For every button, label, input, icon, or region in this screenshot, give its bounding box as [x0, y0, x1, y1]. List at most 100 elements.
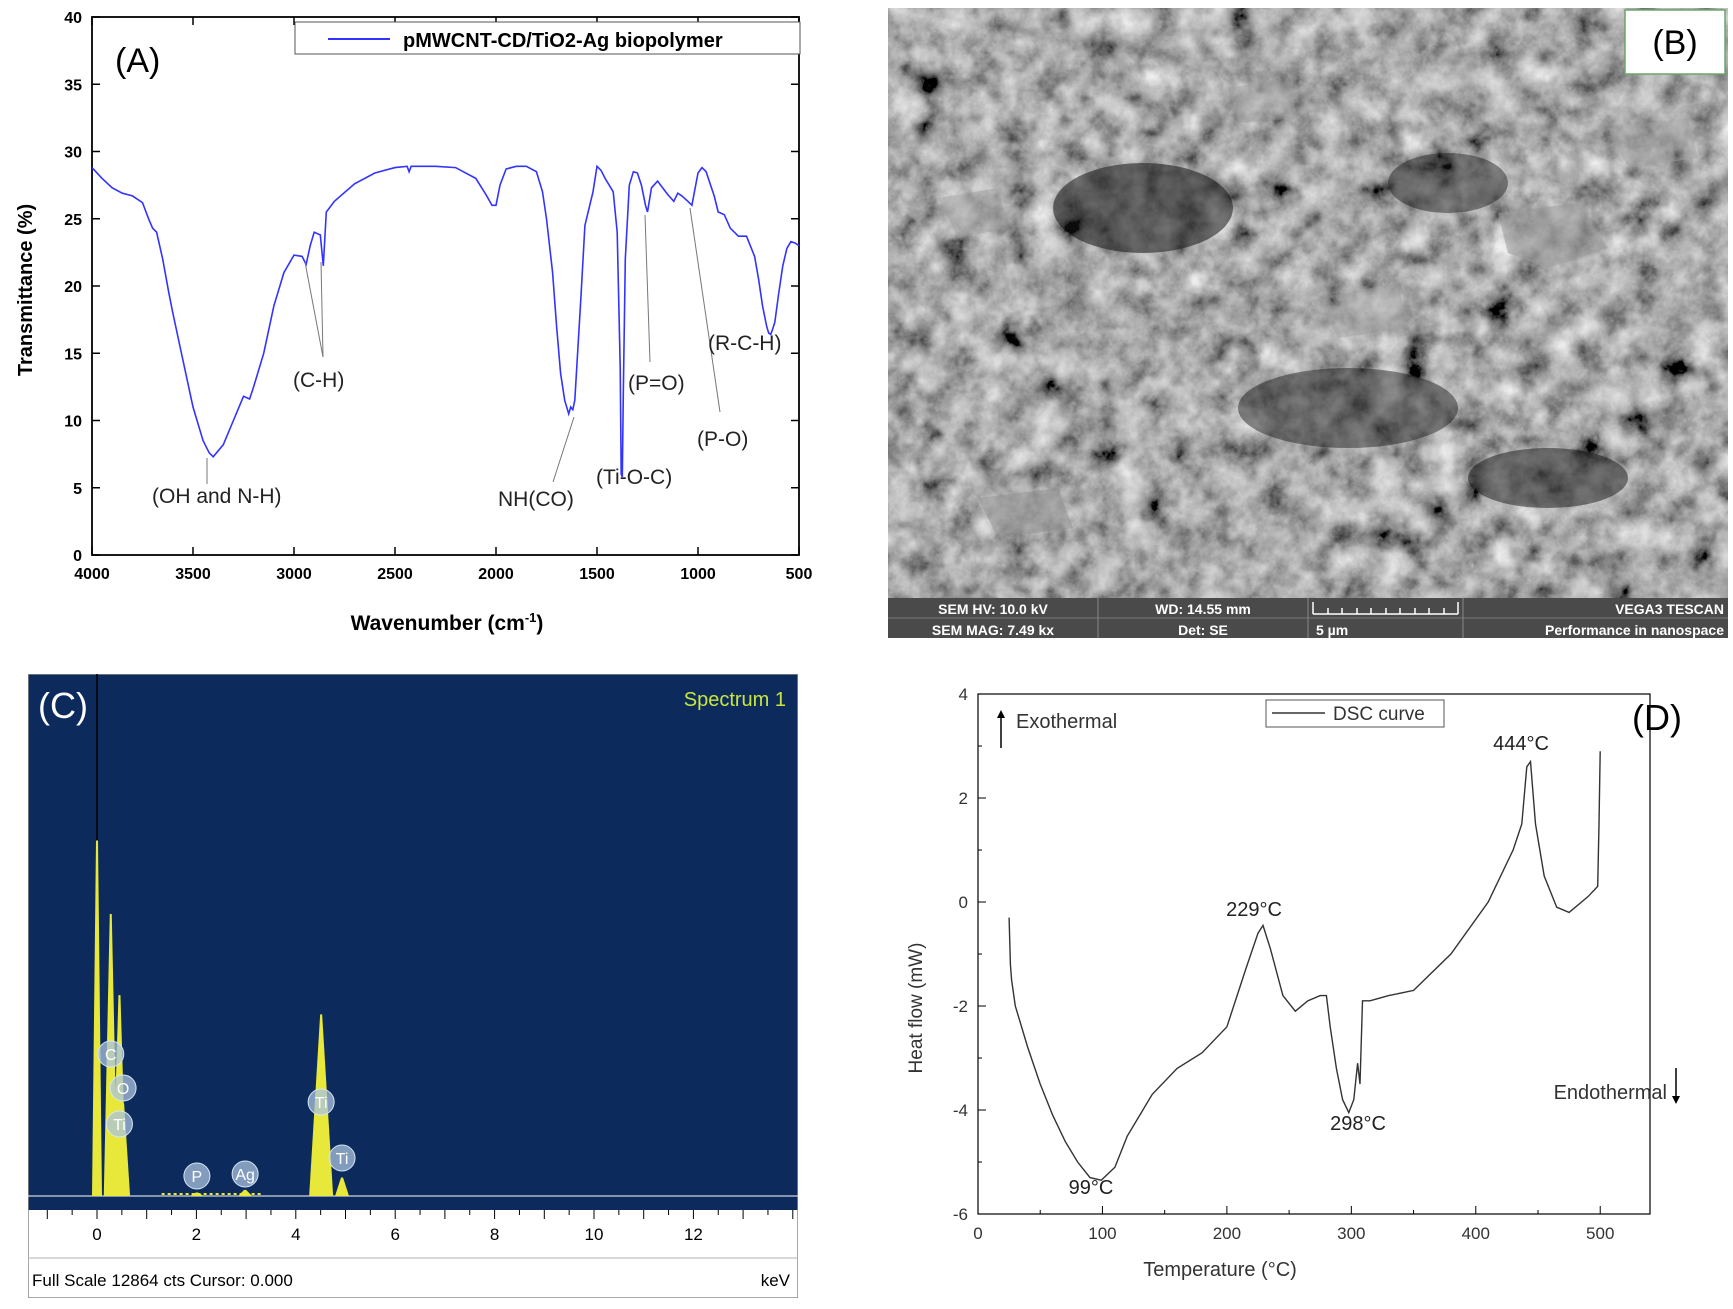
- y-tick-label: 30: [64, 145, 82, 162]
- sem-panel-label: (B): [1652, 24, 1697, 62]
- edx-plot-background: [28, 674, 798, 1210]
- edx-tick-label: 10: [585, 1225, 604, 1244]
- edx-peak-marker: [328, 1144, 356, 1172]
- ftir-annotations: (OH and N-H) (C-H) NH(CO) (Ti-O-C) (P=O)…: [152, 207, 781, 511]
- ftir-y-axis-title: Transmittance (%): [15, 204, 37, 376]
- annotation-229c: 229°C: [1226, 899, 1282, 921]
- sem-scale-value: 5 µm: [1316, 622, 1348, 638]
- x-tick-label: 400: [1462, 1224, 1490, 1243]
- sem-mag: SEM MAG: 7.49 kx: [932, 622, 1054, 638]
- dsc-panel: 0 100 200 300 400 500 -6 -4 -2 0 2 4 DSC curve (D) …: [880, 668, 1730, 1298]
- x-tick-label: 500: [1586, 1224, 1614, 1243]
- edx-peak: [116, 1103, 131, 1196]
- edx-tick-label: 12: [684, 1225, 703, 1244]
- y-tick-label: 0: [73, 548, 82, 565]
- sem-brand: VEGA3 TESCAN: [1615, 601, 1724, 617]
- dsc-x-axis-title: Temperature (°C): [1143, 1259, 1297, 1281]
- y-tick-label: 25: [64, 212, 82, 229]
- edx-peak-marker: [105, 1110, 133, 1138]
- dsc-plot-frame: [977, 693, 1651, 1215]
- dsc-annotations: 99°C 229°C 298°C 444°C: [1069, 733, 1549, 1199]
- y-tick-label: -6: [953, 1205, 968, 1224]
- edx-status-text: Full Scale 12864 cts Cursor: 0.000: [32, 1271, 293, 1290]
- x-tick-label: 2000: [478, 566, 514, 583]
- edx-peak-marker: [231, 1160, 259, 1188]
- edx-peak: [189, 1192, 204, 1196]
- sem-wd: WD: 14.55 mm: [1155, 601, 1251, 617]
- sem-info-bar: SEM HV: 10.0 kV WD: 14.55 mm VEGA3 TESCA…: [888, 598, 1728, 638]
- annotation-p-o: (P-O): [697, 428, 748, 451]
- edx-peak-marker: [97, 1040, 125, 1068]
- edx-peak-label: Ti: [315, 1095, 328, 1112]
- sem-image: (B) SEM HV: 10.0 kV WD: 14.55 mm VEGA3 T…: [888, 8, 1728, 638]
- ftir-series-line: [91, 164, 800, 478]
- sem-detector: Det: SE: [1178, 622, 1228, 638]
- y-tick-label: -2: [953, 997, 968, 1016]
- ftir-x-axis-title: Wavenumber (cm-1): [351, 610, 544, 635]
- annotation-nhco: NH(CO): [498, 488, 574, 511]
- y-tick-label: 4: [959, 685, 968, 704]
- ftir-legend-label: pMWCNT-CD/TiO2-Ag biopolymer: [403, 30, 723, 52]
- x-tick-label: 0: [973, 1224, 982, 1243]
- y-tick-label: 2: [959, 789, 968, 808]
- annotation-tioc: (Ti-O-C): [596, 466, 672, 489]
- edx-peak-label: Ag: [235, 1167, 255, 1184]
- y-tick-label: 10: [64, 414, 82, 431]
- annotation-298c: 298°C: [1330, 1113, 1386, 1135]
- y-tick-label: 15: [64, 346, 82, 363]
- y-tick-label: 35: [64, 77, 82, 94]
- edx-chart: (C) Spectrum 1 0 2 4 6 8 10 12 CO Ti P Ag Ti Ti Ful…: [27, 673, 799, 1299]
- edx-tick-label: 0: [92, 1225, 101, 1244]
- ftir-panel-label: (A): [115, 42, 160, 80]
- edx-panel: (C) Spectrum 1 0 2 4 6 8 10 12 C O Ti P Ag Ti Ti Ful…: [27, 673, 799, 1299]
- edx-peak-marker: [109, 1074, 137, 1102]
- edx-unit-label: keV: [761, 1271, 791, 1290]
- sem-scale-bar: [1312, 602, 1459, 615]
- ftir-axes: 4000 3500 3000 2500 2000 1500 1000 500 0 5 10 15 20 2…: [64, 10, 812, 583]
- edx-peak: [335, 1177, 350, 1196]
- dsc-axes: 0 100 200 300 400 500 -6 -4 -2 0 2 4: [953, 685, 1651, 1243]
- y-tick-label: 5: [73, 481, 82, 498]
- y-tick-label: 20: [64, 279, 82, 296]
- x-tick-label: 4000: [74, 566, 110, 583]
- x-tick-label: 100: [1088, 1224, 1116, 1243]
- annotation-p-double-o: (P=O): [628, 372, 685, 395]
- annotation-oh-nh: (OH and N-H): [152, 485, 282, 508]
- endothermal-label: Endothermal: [1554, 1082, 1667, 1104]
- x-tick-label: 2500: [377, 566, 413, 583]
- y-tick-label: -4: [953, 1101, 968, 1120]
- edx-peak-label: P: [192, 1169, 203, 1186]
- x-tick-label: 1500: [579, 566, 615, 583]
- x-tick-label: 300: [1337, 1224, 1365, 1243]
- ftir-plot-frame: [91, 16, 800, 556]
- ftir-panel: 4000 3500 3000 2500 2000 1500 1000 500 0 5 10 15 20 2…: [0, 0, 880, 660]
- sem-tagline: Performance in nanospace: [1545, 622, 1724, 638]
- dsc-y-axis-title: Heat flow (mW): [906, 943, 927, 1074]
- x-tick-label: 1000: [680, 566, 716, 583]
- y-tick-label: 0: [959, 893, 968, 912]
- edx-tick-label: 2: [192, 1225, 201, 1244]
- edx-spectrum-title: Spectrum 1: [684, 689, 786, 711]
- x-tick-label: 500: [786, 566, 813, 583]
- endothermal-indicator: Endothermal: [1554, 1068, 1680, 1104]
- edx-tick-label: 6: [390, 1225, 399, 1244]
- x-tick-label: 3500: [175, 566, 211, 583]
- dsc-panel-label: (D): [1632, 697, 1682, 738]
- sem-hv: SEM HV: 10.0 kV: [938, 601, 1048, 617]
- annotation-ch: (C-H): [293, 369, 344, 392]
- x-tick-label: 200: [1213, 1224, 1241, 1243]
- exothermal-label: Exothermal: [1016, 711, 1117, 733]
- dsc-legend-label: DSC curve: [1333, 704, 1425, 725]
- edx-peak-label: Ti: [113, 1117, 126, 1134]
- edx-peak-label: C: [105, 1047, 117, 1064]
- sem-panel: (B) SEM HV: 10.0 kV WD: 14.55 mm VEGA3 T…: [888, 8, 1728, 638]
- edx-peak-label: O: [117, 1081, 129, 1098]
- edx-tick-label: 8: [490, 1225, 499, 1244]
- edx-peak-marker: [183, 1162, 211, 1190]
- edx-peak-labels: CO Ti P Ag Ti Ti: [97, 1040, 356, 1190]
- exothermal-indicator: Exothermal: [997, 710, 1117, 748]
- ftir-chart: 4000 3500 3000 2500 2000 1500 1000 500 0 5 10 15 20 2…: [15, 10, 812, 635]
- edx-peak-marker: [307, 1088, 335, 1116]
- edx-panel-label: (C): [38, 685, 88, 726]
